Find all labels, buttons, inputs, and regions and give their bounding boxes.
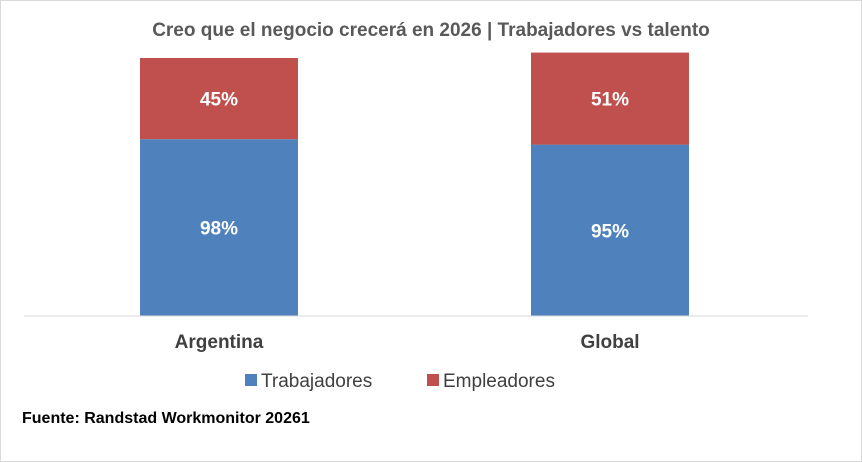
bar-trabajadores-global <box>531 144 689 316</box>
data-label-trabajadores-argentina: 98% <box>200 219 238 240</box>
data-label-trabajadores-global: 95% <box>591 221 629 242</box>
category-label-argentina: Argentina <box>175 332 264 353</box>
chart-title: Creo que el negocio crecerá en 2026 | Tr… <box>152 20 710 41</box>
data-label-empleadores-argentina: 45% <box>200 90 238 111</box>
data-label-empleadores-global: 51% <box>591 90 629 111</box>
category-label-global: Global <box>580 332 639 353</box>
legend: Trabajadores Empleadores <box>245 371 555 392</box>
category-labels: Argentina Global <box>175 332 640 353</box>
legend-label-trabajadores: Trabajadores <box>261 371 372 392</box>
source-note: Fuente: Randstad Workmonitor 20261 <box>22 410 310 427</box>
legend-label-empleadores: Empleadores <box>443 371 555 392</box>
bar-empleadores-argentina <box>140 58 298 140</box>
legend-swatch-trabajadores <box>245 374 257 386</box>
bar-empleadores-global <box>531 52 689 145</box>
bars-group: 98% 45% 95% 51% <box>140 52 689 316</box>
legend-swatch-empleadores <box>427 374 439 386</box>
bar-trabajadores-argentina <box>140 139 298 316</box>
